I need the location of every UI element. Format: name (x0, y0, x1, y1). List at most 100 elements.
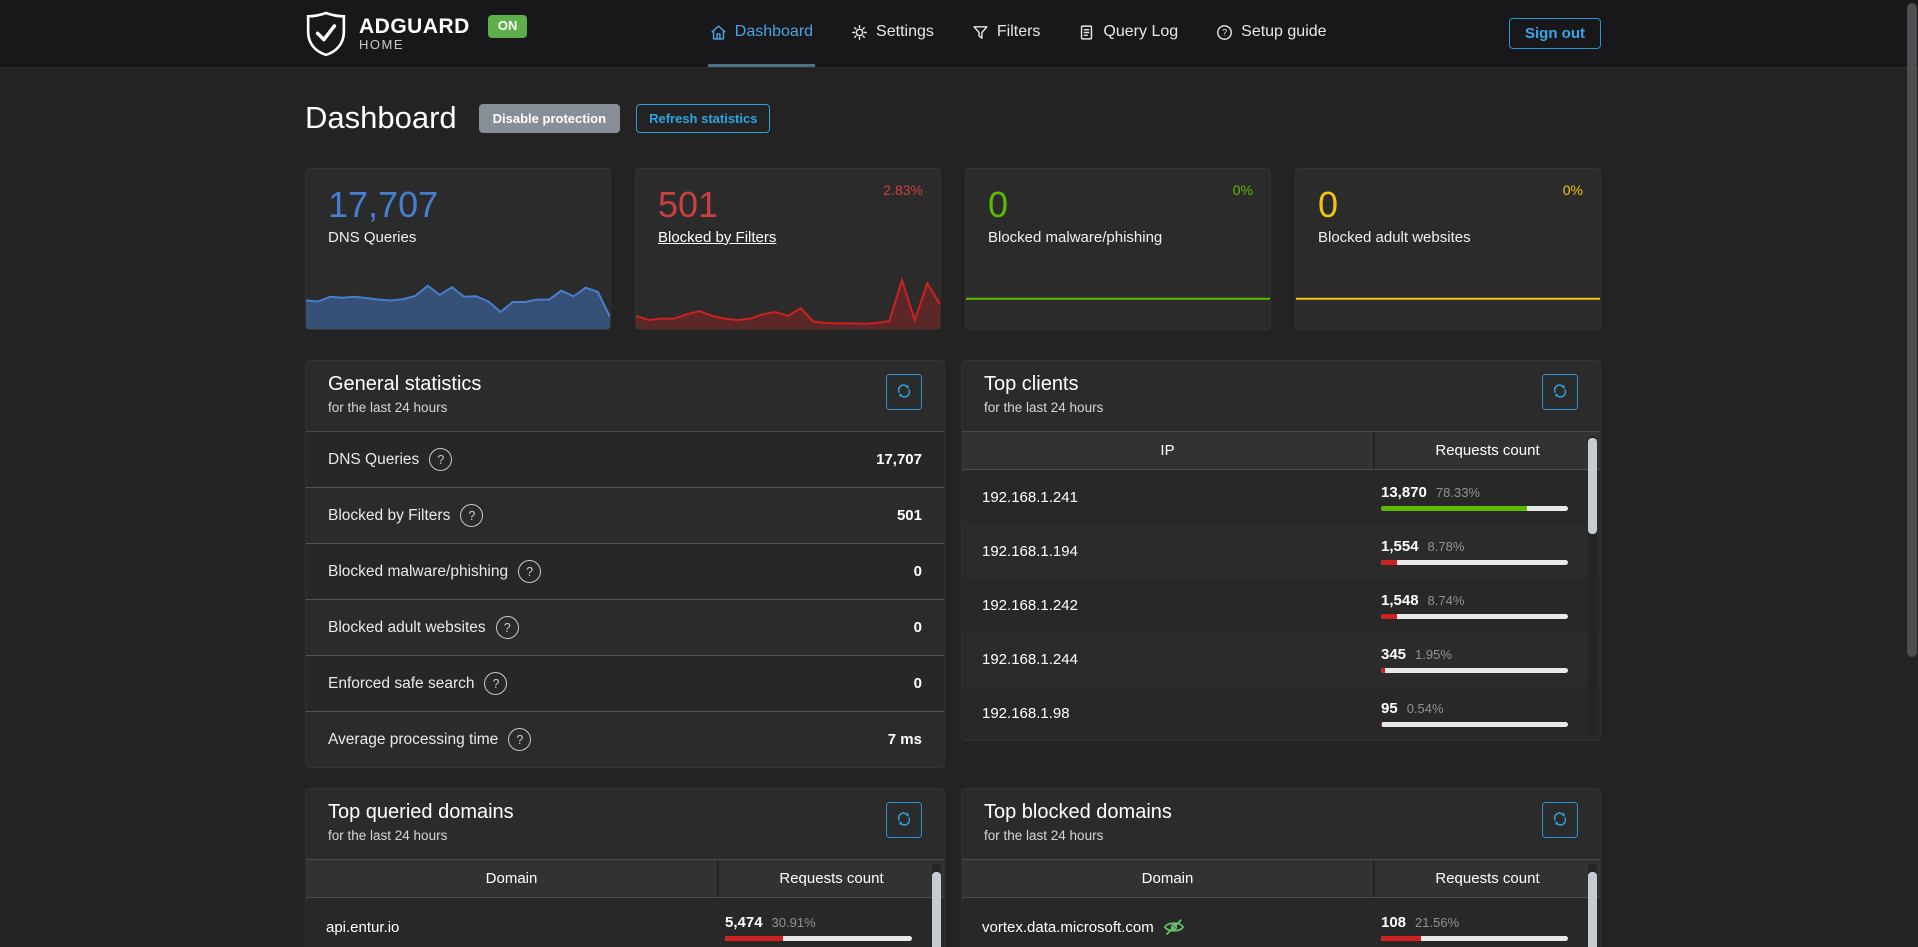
nav-item-settings[interactable]: Settings (849, 0, 936, 67)
brand-logo[interactable]: ADGUARD HOME ON (305, 0, 528, 67)
requests-cell: 1,554 8.78% (1375, 538, 1600, 565)
nav-item-filters[interactable]: Filters (970, 0, 1043, 67)
brand-subtitle: HOME (359, 36, 404, 52)
refresh-panel-button[interactable] (1542, 802, 1578, 838)
refresh-panel-button[interactable] (1542, 374, 1578, 410)
nav-label: Query Log (1103, 23, 1179, 40)
requests-cell: 345 1.95% (1375, 646, 1600, 673)
page-scrollbar-track[interactable] (1905, 0, 1918, 947)
progress-bar (1381, 667, 1568, 673)
blocked-adult-value: 0 (1318, 184, 1339, 225)
client-ip: 192.168.1.241 (982, 488, 1078, 506)
request-count: 108 (1381, 913, 1407, 931)
stat-value: 0 (913, 563, 922, 580)
help-icon[interactable]: ? (518, 560, 542, 583)
stat-row-processing-time: Average processing time? 7 ms (306, 712, 944, 767)
progress-fill (1381, 935, 1422, 941)
blocked-filters-value: 501 (658, 184, 719, 225)
stat-label: Blocked by Filters (328, 506, 451, 524)
stat-row-blocked-filters: Blocked by Filters? 501 (306, 488, 944, 544)
panel-subtitle: for the last 24 hours (984, 400, 1104, 415)
dns-queries-value: 17,707 (328, 184, 439, 225)
refresh-panel-button[interactable] (886, 802, 922, 838)
table-scrollbar-thumb[interactable] (932, 872, 941, 947)
blocked-adult-percent: 0% (1562, 182, 1583, 198)
blocked-filters-percent: 2.83% (883, 182, 923, 198)
blocked-by-filters-link[interactable]: Blocked by Filters (658, 228, 777, 246)
stat-label: Blocked malware/phishing (328, 562, 509, 580)
progress-bar (1381, 505, 1568, 511)
page-title: Dashboard (305, 100, 457, 135)
table-row: 192.168.1.194 1,554 8.78% (962, 524, 1600, 578)
table-header: Domain Requests count (306, 860, 944, 898)
request-count: 13,870 (1381, 483, 1427, 501)
table-header: IP Requests count (962, 432, 1600, 470)
refresh-statistics-button[interactable]: Refresh statistics (636, 103, 771, 133)
table-row: vortex.data.microsoft.com 108 21.56% (962, 898, 1600, 947)
table-scrollbar-thumb[interactable] (1588, 438, 1597, 534)
request-percent: 8.78% (1427, 538, 1465, 554)
svg-text:?: ? (1222, 27, 1227, 37)
progress-bar (1381, 613, 1568, 619)
help-icon[interactable]: ? (460, 504, 484, 527)
disable-protection-button[interactable]: Disable protection (478, 103, 621, 133)
card-blocked-adult: 0% 0 Blocked adult websites (1295, 168, 1601, 330)
column-header-domain: Domain (1141, 870, 1194, 887)
nav-label: Dashboard (734, 23, 814, 40)
card-blocked-by-filters: 2.83% 501 Blocked by Filters (635, 168, 941, 330)
help-icon[interactable]: ? (484, 672, 508, 695)
request-count: 1,554 (1381, 537, 1419, 555)
blocked-filters-sparkline (636, 274, 940, 329)
panels-grid: General statistics for the last 24 hours (305, 360, 1601, 947)
card-blocked-malware: 0% 0 Blocked malware/phishing (965, 168, 1271, 330)
table-scrollbar-track[interactable] (932, 864, 941, 947)
brand-name: ADGUARD (359, 14, 470, 38)
gear-icon (851, 24, 868, 41)
column-header-domain: Domain (485, 870, 538, 887)
dns-queries-sparkline (306, 274, 610, 329)
question-circle-icon: ? (1216, 24, 1233, 41)
top-clients-table: 192.168.1.241 13,870 78.33% 192.168.1.194… (962, 470, 1600, 740)
page-header: Dashboard Disable protection Refresh sta… (305, 98, 1601, 138)
stat-label: Blocked adult websites (328, 618, 486, 636)
request-count: 95 (1381, 699, 1398, 717)
help-icon[interactable]: ? (429, 448, 453, 471)
nav-item-query-log[interactable]: Query Log (1076, 0, 1180, 67)
table-scrollbar-thumb[interactable] (1588, 872, 1597, 947)
progress-bar (1381, 721, 1568, 727)
refresh-panel-button[interactable] (886, 374, 922, 410)
table-scrollbar-track[interactable] (1588, 864, 1597, 947)
stat-value: 0 (913, 619, 922, 636)
request-count: 345 (1381, 645, 1407, 663)
sign-out-button[interactable]: Sign out (1509, 18, 1601, 49)
top-blocked-domains-table: vortex.data.microsoft.com 108 21.56% (962, 898, 1600, 947)
shield-check-icon (305, 11, 347, 57)
nav-item-setup-guide[interactable]: ? Setup guide (1214, 0, 1328, 67)
stat-row-safe-search: Enforced safe search? 0 (306, 656, 944, 712)
help-icon[interactable]: ? (495, 616, 519, 639)
panel-title: General statistics (328, 373, 482, 395)
table-scrollbar-track[interactable] (1588, 436, 1597, 735)
progress-fill (1381, 613, 1398, 619)
panel-subtitle: for the last 24 hours (984, 828, 1104, 843)
stat-label: Average processing time (328, 730, 499, 748)
nav-item-dashboard[interactable]: Dashboard (707, 0, 816, 67)
funnel-icon (972, 24, 989, 41)
nav-menu: Dashboard Settings (527, 0, 1509, 67)
page-scrollbar-thumb[interactable] (1907, 3, 1917, 657)
card-dns-queries: 17,707 DNS Queries (305, 168, 611, 330)
request-percent: 8.74% (1427, 592, 1465, 608)
progress-fill (1381, 505, 1528, 511)
table-row: 192.168.1.241 13,870 78.33% (962, 470, 1600, 524)
requests-cell: 108 21.56% (1375, 914, 1600, 941)
stat-row-blocked-adult: Blocked adult websites? 0 (306, 600, 944, 656)
table-row: api.entur.io 5,474 30.91% (306, 898, 944, 947)
eye-slash-icon[interactable] (1163, 916, 1185, 938)
progress-bar (725, 935, 912, 941)
nav-label: Setup guide (1241, 23, 1327, 40)
blocked-malware-percent: 0% (1232, 182, 1253, 198)
panel-title: Top queried domains (328, 801, 514, 823)
request-percent: 1.95% (1415, 646, 1452, 662)
help-icon[interactable]: ? (508, 728, 532, 751)
home-icon (710, 24, 727, 41)
